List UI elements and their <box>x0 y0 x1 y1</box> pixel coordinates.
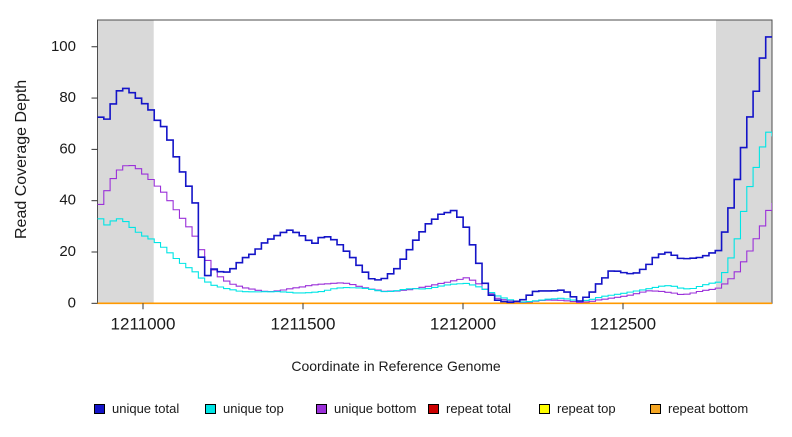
svg-text:1212500: 1212500 <box>590 314 656 333</box>
svg-text:1211500: 1211500 <box>271 314 336 333</box>
svg-text:1211000: 1211000 <box>111 314 176 333</box>
svg-text:0: 0 <box>68 294 76 311</box>
svg-text:80: 80 <box>59 89 76 106</box>
svg-text:20: 20 <box>59 243 76 260</box>
svg-text:100: 100 <box>51 38 76 55</box>
svg-text:40: 40 <box>59 192 76 209</box>
svg-text:1212000: 1212000 <box>430 314 496 333</box>
svg-text:60: 60 <box>59 140 76 157</box>
